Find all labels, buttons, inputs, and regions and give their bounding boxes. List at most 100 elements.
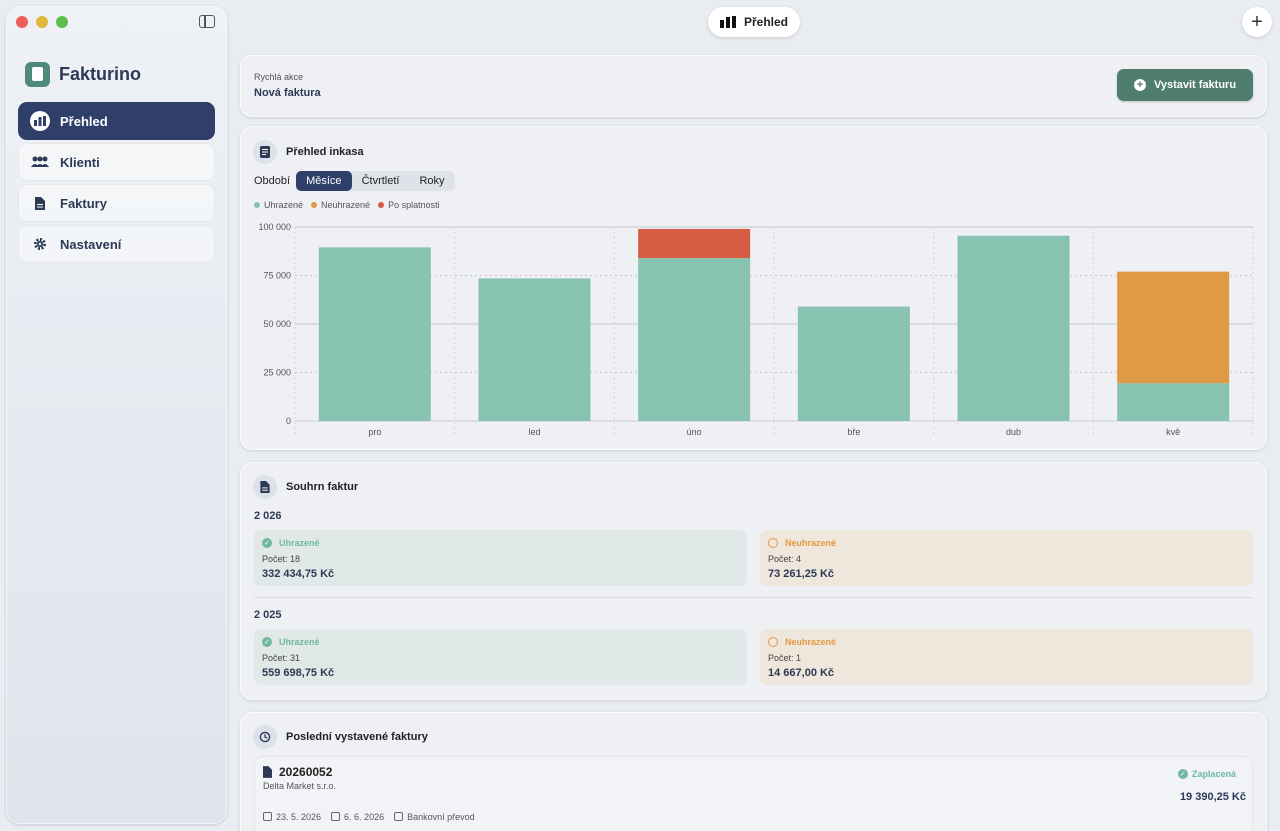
unpaid-label: Neuhrazené xyxy=(785,637,837,647)
gear-icon xyxy=(30,234,50,254)
due-date: 6. 6. 2026 xyxy=(331,812,384,822)
status-badge: ✓ Zaplacená xyxy=(1177,769,1236,779)
paid-count: Počet: 18 xyxy=(262,554,301,564)
divider xyxy=(254,597,1253,598)
invoice-number: 20260052 xyxy=(263,765,332,779)
app-logo-icon xyxy=(25,62,50,87)
invoice-client: Delta Market s.r.o. xyxy=(263,781,337,791)
bar-dub-0 xyxy=(957,235,1070,421)
bar-úno-2 xyxy=(638,228,751,259)
unpaid-summary-box: Neuhrazené Počet: 4 73 261,25 Kč xyxy=(760,530,1253,586)
sidebar-item-label: Faktury xyxy=(60,195,107,211)
period-segmented-control: Měsíce Čtvrtletí Roky xyxy=(296,171,455,191)
minimize-window-button[interactable] xyxy=(36,16,48,28)
clock-warning-icon xyxy=(768,637,778,647)
check-circle-icon: ✓ xyxy=(262,637,272,647)
legend-unpaid: Neuhrazené xyxy=(311,200,370,210)
quick-action-card: Rychlá akce Nová faktura + Vystavit fakt… xyxy=(240,55,1267,117)
chart-card-header: Přehled inkasa xyxy=(253,140,364,164)
sidebar-item-label: Nastavení xyxy=(60,236,122,252)
sidebar-item-klienti[interactable]: Klienti xyxy=(18,143,215,181)
sidebar-item-label: Přehled xyxy=(60,113,108,129)
chart-card-title: Přehled inkasa xyxy=(286,146,364,158)
paid-count: Počet: 31 xyxy=(262,653,301,663)
history-icon xyxy=(253,725,277,749)
year-label: 2 026 xyxy=(254,510,282,522)
add-button[interactable]: + xyxy=(1242,7,1272,37)
unpaid-amount: 73 261,25 Kč xyxy=(768,568,835,580)
x-tick-label: úno xyxy=(687,427,702,437)
clock-warning-icon xyxy=(768,538,778,548)
status-text: Zaplacená xyxy=(1191,769,1236,779)
quick-action-label: Rychlá akce xyxy=(254,72,304,82)
bar-kvě-1 xyxy=(1117,271,1230,384)
unpaid-summary-box: Neuhrazené Počet: 1 14 667,00 Kč xyxy=(760,629,1253,685)
summary-card-header: Souhrn faktur xyxy=(253,475,358,499)
paid-label: Uhrazené xyxy=(279,637,320,647)
sidebar-item-faktury[interactable]: Faktury xyxy=(18,184,215,222)
document-icon xyxy=(253,475,277,499)
y-tick-label: 0 xyxy=(286,416,291,426)
year-label: 2 025 xyxy=(254,609,282,621)
x-tick-label: pro xyxy=(368,427,381,437)
period-months[interactable]: Měsíce xyxy=(296,171,352,191)
chart-legend: Uhrazené Neuhrazené Po splatnosti xyxy=(254,200,440,210)
x-tick-label: led xyxy=(528,427,540,437)
issue-invoice-label: Vystavit fakturu xyxy=(1153,79,1237,91)
unpaid-amount: 14 667,00 Kč xyxy=(768,667,835,679)
invoice-row[interactable]: 20260052 Delta Market s.r.o. 23. 5. 2026… xyxy=(254,756,1253,831)
y-tick-label: 50 000 xyxy=(263,319,291,329)
window-controls xyxy=(16,16,68,28)
period-years[interactable]: Roky xyxy=(419,175,445,187)
collection-overview-card: 0 25 000 50 000 75 000 100 000 pro led úno bře du… xyxy=(240,126,1267,450)
sidebar-nav: Přehled Klienti Faktury Nastavení xyxy=(18,102,215,263)
quick-action-title: Nová faktura xyxy=(254,87,321,99)
bar-pro-0 xyxy=(318,247,431,421)
sidebar-item-nastaveni[interactable]: Nastavení xyxy=(18,225,215,263)
y-tick-label: 75 000 xyxy=(263,271,291,281)
sidebar-item-label: Klienti xyxy=(60,154,100,170)
unpaid-label: Neuhrazené xyxy=(785,538,837,548)
zoom-window-button[interactable] xyxy=(56,16,68,28)
paid-label: Uhrazené xyxy=(279,538,320,548)
collection-bar-chart: 0 25 000 50 000 75 000 100 000 pro led úno bře du… xyxy=(258,222,1254,437)
page-title: Přehled xyxy=(743,15,788,29)
legend-overdue: Po splatnosti xyxy=(378,200,440,210)
people-icon xyxy=(30,152,50,172)
report-icon xyxy=(253,140,277,164)
sidebar-item-prehled[interactable]: Přehled xyxy=(18,102,215,140)
bar-bře-0 xyxy=(797,306,910,421)
calendar-icon xyxy=(263,812,272,821)
y-tick-label: 100 000 xyxy=(258,222,291,232)
check-circle-icon: ✓ xyxy=(1177,769,1188,779)
payment-method: Bankovní převod xyxy=(394,812,475,822)
recent-card-header: Poslední vystavené faktury xyxy=(253,725,428,749)
check-circle-icon: ✓ xyxy=(262,538,272,548)
summary-card-title: Souhrn faktur xyxy=(286,481,359,493)
recent-card-title: Poslední vystavené faktury xyxy=(286,731,428,743)
invoice-amount: 19 390,25 Kč xyxy=(1179,791,1246,803)
paid-summary-box: ✓ Uhrazené Počet: 31 559 698,75 Kč xyxy=(254,629,747,685)
document-icon xyxy=(30,193,50,213)
period-label: Období xyxy=(254,175,291,187)
invoice-summary-card: Souhrn faktur 2 026 ✓ Uhrazené Počet: 18 … xyxy=(240,462,1267,700)
bar-chart-icon xyxy=(30,111,50,131)
unpaid-count: Počet: 1 xyxy=(768,653,802,663)
sidebar: Fakturino Přehled Klienti Faktury Nastav… xyxy=(6,6,227,824)
paid-summary-box: ✓ Uhrazené Počet: 18 332 434,75 Kč xyxy=(254,530,747,586)
sidebar-toggle-icon[interactable] xyxy=(199,15,215,28)
close-window-button[interactable] xyxy=(16,16,28,28)
period-quarters[interactable]: Čtvrtletí xyxy=(361,175,400,187)
page-title-pill: Přehled xyxy=(708,7,800,37)
x-tick-label: kvě xyxy=(1166,427,1180,437)
y-tick-label: 25 000 xyxy=(263,368,291,378)
legend-paid: Uhrazené xyxy=(254,200,303,210)
plus-circle-icon: + xyxy=(1133,79,1146,91)
credit-card-icon xyxy=(394,812,404,821)
issue-invoice-button[interactable]: + Vystavit fakturu xyxy=(1117,69,1253,101)
paid-amount: 559 698,75 Kč xyxy=(262,667,335,679)
x-tick-label: bře xyxy=(847,427,860,437)
x-tick-label: dub xyxy=(1006,427,1021,437)
unpaid-count: Počet: 4 xyxy=(768,554,802,564)
document-icon xyxy=(263,766,272,778)
